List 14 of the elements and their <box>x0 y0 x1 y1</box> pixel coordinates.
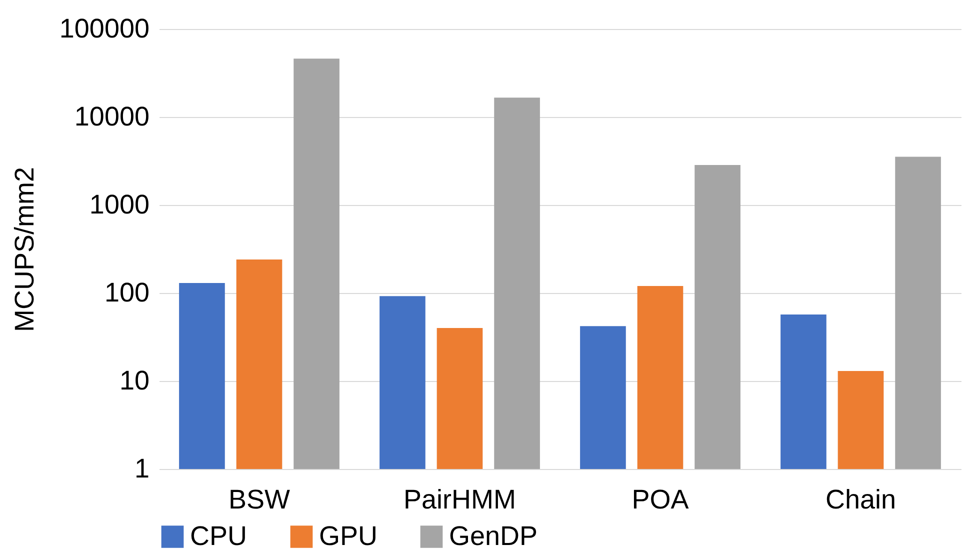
legend-label: GenDP <box>449 520 538 551</box>
legend-label: GPU <box>319 520 378 551</box>
x-tick-label: POA <box>632 484 689 514</box>
y-tick-label: 100 <box>104 278 150 308</box>
x-tick-label: Chain <box>825 484 896 514</box>
y-axis-title: MCUPS/mm2 <box>9 166 40 332</box>
y-tick-label: 10 <box>119 366 150 396</box>
y-tick-label: 100000 <box>59 14 150 44</box>
y-tick-label: 10000 <box>74 102 150 132</box>
legend-label: CPU <box>190 520 248 551</box>
y-tick-label: 1000 <box>89 190 150 220</box>
y-tick-label: 1 <box>134 454 150 484</box>
x-tick-label: PairHMM <box>404 484 516 514</box>
x-tick-label: BSW <box>228 484 291 514</box>
